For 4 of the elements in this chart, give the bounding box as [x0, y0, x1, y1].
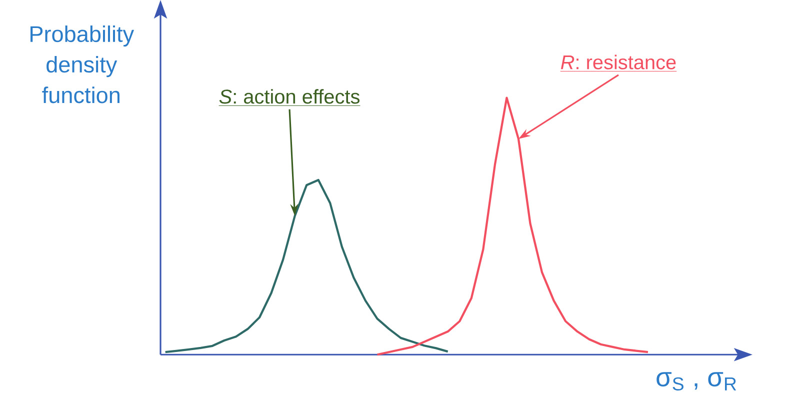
x-axis-title: σ$_{S}$ , σ$_{R}$ — [656, 372, 736, 391]
text: R: resistance — [560, 54, 676, 70]
annotation: S: action effects — [219, 89, 360, 104]
y-axis-title: Probability density function — [30, 26, 134, 104]
